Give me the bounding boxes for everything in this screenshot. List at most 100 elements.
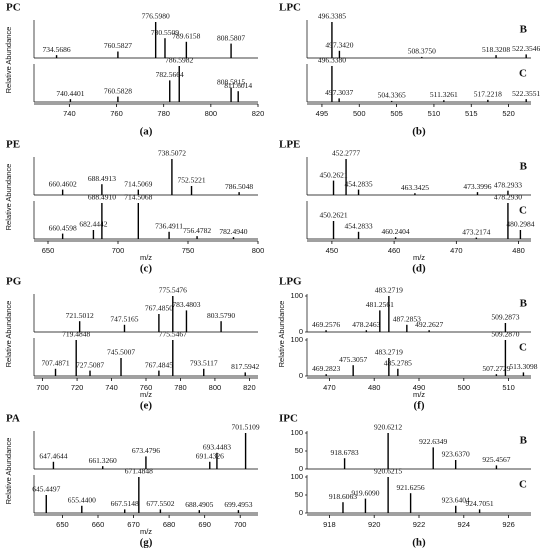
x-tick-label: 926 — [502, 520, 515, 529]
y-tick-label: 50 — [295, 490, 303, 499]
y-tick-label: 0 — [299, 464, 303, 473]
peak-label: 707.4871 — [41, 359, 69, 368]
peak-label: 752.5221 — [177, 176, 205, 185]
x-tick-label: 650 — [56, 520, 69, 529]
peak-label: 454.2835 — [344, 179, 372, 188]
x-tick-label: 500 — [458, 383, 471, 392]
peak-label: 817.5942 — [231, 362, 259, 371]
x-tick-label: 510 — [502, 383, 515, 392]
peak-label: 485.2785 — [384, 359, 412, 368]
x-tick-label: 515 — [465, 109, 478, 118]
x-tick-label: 750 — [182, 246, 195, 255]
peak-label: 745.5007 — [107, 348, 135, 357]
x-tick-label: 820 — [252, 109, 265, 118]
peak-label: 808.5807 — [217, 33, 245, 42]
peak-label: 719.4848 — [62, 330, 90, 339]
peak-label: 469.2576 — [312, 320, 340, 329]
panel-caption: (h) — [412, 537, 426, 549]
peak-label: 775.5476 — [159, 286, 187, 295]
peak-label: 454.2833 — [344, 222, 372, 231]
panel-title: LPE — [279, 139, 300, 151]
panel-caption: (f) — [414, 400, 425, 412]
peak-label: 682.4442 — [79, 220, 107, 229]
y-axis-label: Relative Abundance — [277, 301, 286, 368]
x-tick-label: 680 — [163, 520, 176, 529]
peak-label: 767.4845 — [145, 360, 173, 369]
peak-label: 756.4782 — [183, 226, 211, 235]
peak-label: 688.4910 — [88, 193, 116, 202]
panel-title: PG — [6, 276, 22, 288]
peak-label: 808.5815 — [217, 77, 245, 86]
series-label: B — [520, 161, 528, 173]
peak-label: 469.2823 — [312, 364, 340, 373]
peak-label: 786.5982 — [165, 56, 193, 65]
y-tick-label: 100 — [290, 472, 303, 481]
panel-title: PC — [6, 2, 21, 14]
peak-label: 677.5502 — [146, 499, 174, 508]
y-tick-label: 100 — [290, 291, 303, 300]
peak-label: 452.2777 — [332, 149, 360, 158]
x-tick-label: 920 — [368, 520, 381, 529]
peak-label: 481.2561 — [366, 300, 394, 309]
peak-label: 782.5664 — [156, 70, 184, 79]
peak-label: 497.3037 — [325, 88, 353, 97]
x-tick-label: 700 — [234, 520, 247, 529]
x-tick-label: 760 — [140, 383, 153, 392]
x-tick-label: 690 — [198, 520, 211, 529]
y-axis-label: Relative Abundance — [4, 301, 13, 368]
peak-label: 688.4913 — [88, 174, 116, 183]
peak-label: 920.6215 — [374, 467, 402, 476]
peak-label: 518.3208 — [482, 45, 510, 54]
panel-caption: (e) — [140, 400, 153, 412]
peak-label: 923.6404 — [442, 496, 470, 505]
x-axis-label: m/z — [140, 390, 152, 399]
y-tick-label: 0 — [299, 508, 303, 517]
peak-label: 721.5012 — [66, 311, 94, 320]
peak-label: 660.4602 — [49, 179, 77, 188]
peak-label: 736.4911 — [155, 222, 183, 231]
peak-label: 673.4796 — [132, 446, 160, 455]
panel-caption: (d) — [412, 263, 426, 275]
peak-label: 701.5109 — [232, 423, 260, 432]
x-tick-label: 510 — [428, 109, 441, 118]
x-tick-label: 924 — [458, 520, 471, 529]
series-label: B — [520, 24, 528, 36]
series-label: C — [519, 479, 527, 491]
peak-label: 473.3996 — [463, 182, 491, 191]
peak-label: 473.2174 — [462, 227, 490, 236]
x-axis-label: m/z — [413, 253, 425, 262]
peak-label: 691.4326 — [196, 452, 224, 461]
peak-label: 667.5148 — [111, 499, 139, 508]
x-tick-label: 720 — [71, 383, 84, 392]
peak-label: 714.5069 — [124, 179, 152, 188]
x-tick-label: 740 — [63, 109, 76, 118]
x-tick-label: 495 — [316, 109, 329, 118]
peak-label: 783.4803 — [172, 300, 200, 309]
panel-title: LPC — [279, 2, 301, 14]
peak-label: 463.3425 — [401, 183, 429, 192]
x-tick-label: 800 — [252, 246, 265, 255]
x-tick-label: 780 — [174, 383, 187, 392]
peak-label: 655.4400 — [68, 496, 96, 505]
peak-label: 492.2627 — [415, 320, 443, 329]
x-tick-label: 450 — [326, 246, 339, 255]
peak-label: 450.2621 — [319, 170, 347, 179]
peak-label: 522.3546 — [512, 44, 540, 53]
peak-label: 782.4940 — [219, 227, 247, 236]
peak-label: 924.7051 — [466, 499, 494, 508]
peak-label: 504.3365 — [378, 91, 406, 100]
peak-label: 688.4905 — [185, 500, 213, 509]
x-axis-label: m/z — [140, 253, 152, 262]
peak-label: 921.6256 — [397, 483, 425, 492]
y-tick-label: 100 — [290, 428, 303, 437]
peak-label: 775.5467 — [159, 330, 187, 339]
x-tick-label: 460 — [388, 246, 401, 255]
peak-label: 497.3420 — [325, 41, 353, 50]
x-tick-label: 800 — [209, 383, 222, 392]
x-tick-label: 800 — [205, 109, 218, 118]
peak-label: 671.4848 — [125, 467, 153, 476]
peak-label: 511.3261 — [430, 90, 458, 99]
peak-label: 661.3260 — [89, 456, 117, 465]
peak-label: 693.4483 — [203, 443, 231, 452]
peak-label: 517.2218 — [474, 90, 502, 99]
